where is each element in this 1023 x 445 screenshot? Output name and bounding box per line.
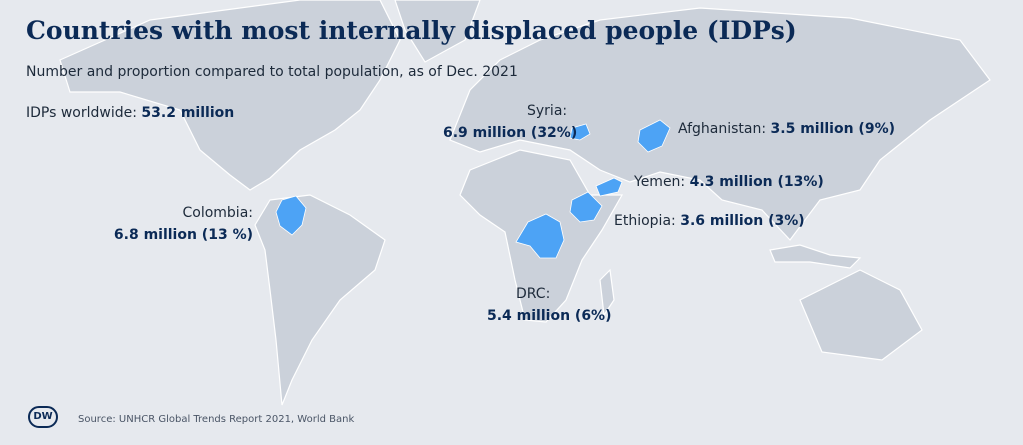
north-america [59, 0, 401, 191]
country-value: 6.8 million (13 %) [113, 227, 253, 243]
ethiopia [569, 191, 603, 223]
australia [799, 269, 923, 361]
total: IDPs worldwide: 53.2 million [26, 104, 234, 122]
colombia [275, 195, 307, 236]
country-label: Afghanistan: 3.5 million (9%) [678, 120, 895, 138]
highlighted-countries [275, 119, 671, 259]
madagascar [599, 268, 615, 317]
subtitle: Number and proportion compared to total … [26, 64, 518, 80]
total-value: 53.2 million [141, 105, 235, 121]
land [59, 0, 991, 406]
country-name: Ethiopia: [614, 213, 676, 229]
total-label: IDPs worldwide: [26, 105, 137, 121]
afghanistan [637, 119, 671, 153]
drc [515, 213, 565, 259]
eurasia [449, 7, 991, 241]
country-name: Yemen: [634, 174, 686, 190]
country-label: Yemen: 4.3 million (13%) [634, 173, 824, 191]
country-value: 4.3 million (13%) [689, 174, 824, 190]
country-value: 3.5 million (9%) [770, 121, 895, 137]
logo: DW [28, 406, 58, 428]
indonesia [769, 244, 862, 269]
country-value: 3.6 million (3%) [680, 213, 805, 229]
country-name: DRC: [516, 286, 551, 302]
title: Countries with most internally displaced… [26, 16, 797, 45]
greenland [394, 0, 481, 63]
country-value: 5.4 million (6%) [487, 308, 612, 324]
yemen [595, 177, 623, 197]
country-value: 6.9 million (32%) [443, 125, 578, 141]
country-name: Syria: [527, 103, 568, 119]
south-america [254, 194, 386, 406]
country-name: Afghanistan: [678, 121, 767, 137]
country-name: Colombia: [182, 205, 253, 221]
syria [569, 123, 591, 141]
source: Source: UNHCR Global Trends Report 2021,… [78, 414, 355, 425]
country-label: Ethiopia: 3.6 million (3%) [614, 212, 805, 230]
